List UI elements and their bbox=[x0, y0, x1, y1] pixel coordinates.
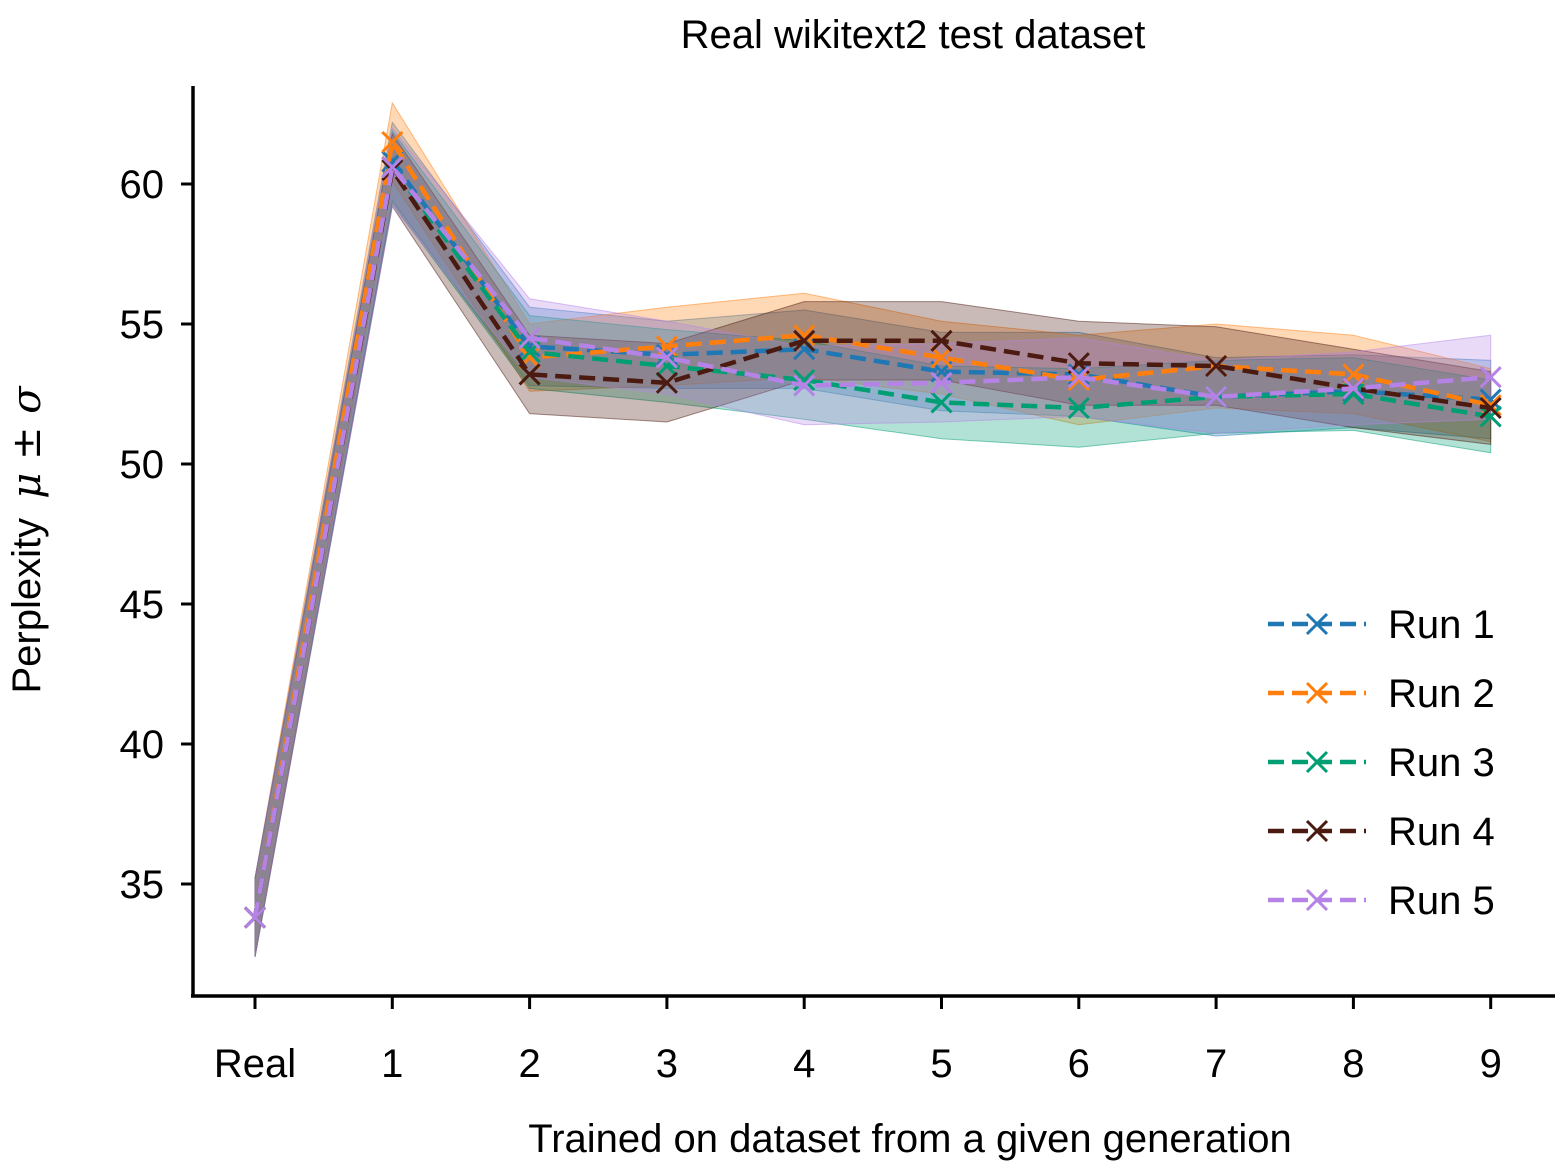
x-tick-label: 4 bbox=[793, 1042, 815, 1086]
marker-run-4 bbox=[655, 371, 678, 394]
line-run-5 bbox=[252, 161, 1491, 919]
marker-run-2 bbox=[1067, 368, 1090, 392]
marker-run-2 bbox=[1479, 394, 1502, 417]
marker-run-4 bbox=[930, 329, 953, 352]
legend-item-run-3: Run 3 bbox=[1268, 741, 1495, 785]
marker-run-4 bbox=[1205, 354, 1228, 378]
marker-run-5 bbox=[1067, 366, 1090, 389]
marker-run-5 bbox=[243, 906, 267, 929]
y-axis-label-math: μ ± σ bbox=[4, 385, 50, 499]
y-tick-label: 35 bbox=[120, 863, 165, 907]
legend-label: Run 2 bbox=[1388, 672, 1495, 716]
y-ticks: 35 40 45 50 55 60 bbox=[120, 163, 193, 907]
marker-run-1 bbox=[1342, 380, 1365, 403]
marker-run-3 bbox=[1067, 396, 1090, 420]
marker-run-2 bbox=[655, 335, 678, 358]
marker-run-5 bbox=[1479, 366, 1502, 389]
x-tick-label: 3 bbox=[656, 1042, 678, 1086]
line-run-4 bbox=[252, 164, 1492, 919]
marker-run-5 bbox=[518, 326, 541, 350]
legend-item-run-5: Run 5 bbox=[1268, 879, 1495, 923]
legend-marker bbox=[1305, 888, 1329, 912]
y-tick-label: 40 bbox=[120, 723, 165, 767]
bands-layer bbox=[254, 101, 1492, 957]
marker-run-5 bbox=[793, 374, 816, 397]
legend-marker bbox=[1305, 681, 1329, 705]
legend-label: Run 5 bbox=[1388, 879, 1495, 923]
y-tick-label: 50 bbox=[120, 443, 165, 487]
legend-marker bbox=[1305, 819, 1329, 843]
x-tick-label: 6 bbox=[1068, 1042, 1090, 1086]
lines-layer bbox=[243, 130, 1502, 929]
marker-run-3 bbox=[930, 391, 953, 414]
x-axis-label: Trained on dataset from a given generati… bbox=[528, 1117, 1291, 1161]
x-tick-label: 5 bbox=[930, 1042, 952, 1086]
legend-marker bbox=[1305, 612, 1329, 636]
marker-run-4 bbox=[1479, 396, 1502, 420]
chart-title: Real wikitext2 test dataset bbox=[681, 13, 1146, 57]
x-ticks: Real 1 2 3 4 5 6 7 8 9 bbox=[214, 996, 1502, 1086]
marker-run-5 bbox=[1205, 385, 1228, 408]
y-tick-label: 60 bbox=[120, 163, 165, 207]
legend-marker bbox=[1305, 750, 1329, 774]
legend-label: Run 4 bbox=[1388, 810, 1495, 854]
y-axis-label-text: Perplexity bbox=[5, 518, 49, 694]
x-tick-label: 7 bbox=[1205, 1042, 1227, 1086]
marker-run-1 bbox=[655, 343, 678, 366]
line-run-3 bbox=[252, 161, 1492, 919]
legend-label: Run 1 bbox=[1388, 603, 1495, 647]
marker-run-3 bbox=[793, 368, 816, 392]
x-tick-label: 9 bbox=[1480, 1042, 1502, 1086]
marker-run-5 bbox=[655, 346, 678, 369]
marker-run-5 bbox=[381, 156, 404, 179]
legend-item-run-4: Run 4 bbox=[1268, 810, 1495, 854]
marker-run-2 bbox=[930, 346, 953, 369]
marker-run-5 bbox=[1342, 377, 1365, 400]
legend-item-run-2: Run 2 bbox=[1268, 672, 1495, 716]
y-axis-label: Perplexity μ ± σ bbox=[4, 385, 50, 694]
x-tick-label: 8 bbox=[1342, 1042, 1364, 1086]
x-tick-label: 1 bbox=[381, 1042, 403, 1086]
y-tick-label: 55 bbox=[120, 303, 165, 347]
marker-run-5 bbox=[930, 371, 953, 394]
legend-item-run-1: Run 1 bbox=[1268, 603, 1495, 647]
legend: Run 1 Run 2 Run 3 Run 4 Run 5 bbox=[1268, 603, 1495, 923]
marker-run-4 bbox=[793, 329, 816, 352]
marker-run-4 bbox=[518, 363, 541, 386]
marker-run-2 bbox=[381, 130, 404, 154]
marker-run-3 bbox=[655, 354, 678, 378]
x-tick-label: Real bbox=[214, 1042, 296, 1086]
y-tick-label: 45 bbox=[120, 583, 165, 627]
band-run-5 bbox=[254, 126, 1492, 957]
x-tick-label: 2 bbox=[518, 1042, 540, 1086]
marker-run-3 bbox=[1479, 405, 1502, 428]
legend-label: Run 3 bbox=[1388, 741, 1495, 785]
